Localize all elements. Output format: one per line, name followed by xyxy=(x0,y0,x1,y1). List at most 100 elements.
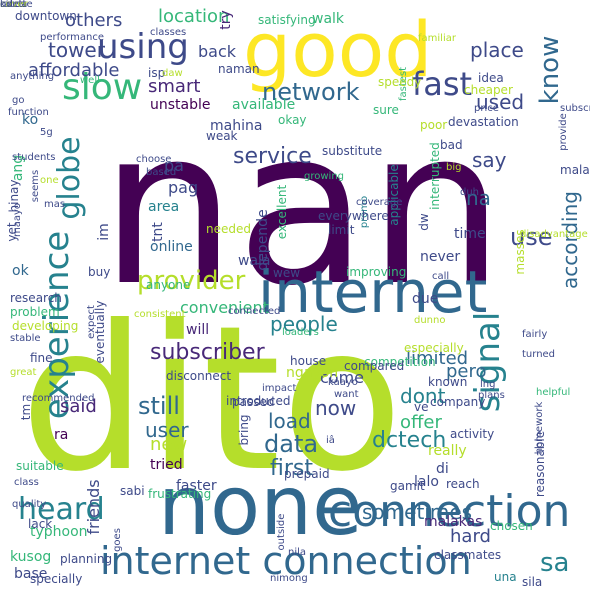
cloud-word: walk xyxy=(312,12,344,26)
cloud-word: sa xyxy=(540,550,569,576)
cloud-word: fine xyxy=(30,352,53,364)
cloud-word: nimong xyxy=(270,574,308,584)
cloud-word: according xyxy=(560,191,580,289)
cloud-word: great xyxy=(10,368,36,378)
cloud-word: tower xyxy=(48,40,105,60)
cloud-word: interrupted xyxy=(429,142,441,210)
cloud-word: new xyxy=(150,436,187,454)
cloud-word: problem xyxy=(10,306,60,318)
cloud-word: growing xyxy=(304,172,344,182)
cloud-word: gamit xyxy=(390,480,425,492)
cloud-word: function xyxy=(8,108,49,118)
cloud-word: daw xyxy=(162,69,183,79)
cloud-word: price xyxy=(474,104,499,114)
cloud-word: limit xyxy=(328,224,354,236)
cloud-word: maayo xyxy=(13,203,23,237)
cloud-word: especially xyxy=(404,342,464,354)
cloud-word: provide xyxy=(559,113,569,151)
cloud-word: dunno xyxy=(414,316,445,326)
cloud-word: will xyxy=(186,323,209,337)
cloud-word: lng xyxy=(480,380,495,390)
cloud-word: know xyxy=(537,36,563,105)
cloud-word: suitable xyxy=(16,460,64,472)
cloud-word: try xyxy=(219,10,233,30)
cloud-word: prepaid xyxy=(284,468,330,480)
cloud-word: offer xyxy=(400,414,442,432)
cloud-word: 5g xyxy=(40,128,53,138)
cloud-word: eventually xyxy=(94,301,106,364)
cloud-word: students xyxy=(12,153,55,163)
cloud-word: due xyxy=(412,292,438,306)
cloud-word: performance xyxy=(40,33,104,43)
cloud-word: bring xyxy=(238,414,250,445)
cloud-word: substitute xyxy=(322,145,382,157)
cloud-word: fairly xyxy=(522,330,547,340)
cloud-word: naman xyxy=(218,63,260,75)
cloud-word: friends xyxy=(86,479,102,534)
cloud-word: wala xyxy=(238,254,271,268)
cloud-word: outside xyxy=(277,514,287,551)
cloud-word: tm xyxy=(20,404,32,420)
cloud-word: poor xyxy=(420,119,447,131)
cloud-word: seems xyxy=(31,170,41,202)
cloud-word: want xyxy=(334,390,359,400)
cloud-word: quality xyxy=(12,500,46,510)
cloud-word: dw xyxy=(418,213,430,230)
cloud-word: well xyxy=(80,76,100,86)
cloud-word: odette xyxy=(0,0,33,10)
cloud-word: passed xyxy=(232,396,274,408)
cloud-word: loaders xyxy=(282,328,319,338)
cloud-word: ra xyxy=(54,428,68,442)
cloud-word: plans xyxy=(478,391,505,401)
cloud-word: kusog xyxy=(10,550,51,564)
cloud-word: okay xyxy=(278,114,307,126)
cloud-word: buy xyxy=(88,266,110,278)
cloud-word: iâ xyxy=(326,436,335,446)
cloud-word: reach xyxy=(446,478,480,490)
cloud-word: helpful xyxy=(536,388,570,398)
cloud-word: sila xyxy=(522,576,542,588)
cloud-word: satisfying xyxy=(258,14,316,26)
cloud-word: still xyxy=(138,394,180,418)
cloud-word: disconnect xyxy=(166,370,231,382)
cloud-word: excellent xyxy=(276,185,288,239)
cloud-word: sure xyxy=(373,104,399,116)
cloud-word: pag xyxy=(168,180,198,196)
cloud-word: frustrating xyxy=(148,488,211,500)
cloud-word: ok xyxy=(12,264,29,278)
cloud-word: sabi xyxy=(120,485,145,497)
cloud-word: coverage xyxy=(356,198,402,208)
cloud-word: tried xyxy=(150,458,183,472)
cloud-word: now xyxy=(315,398,356,418)
cloud-word: speedy xyxy=(378,76,421,88)
cloud-word: im xyxy=(97,223,111,241)
cloud-word: back xyxy=(198,44,236,60)
cloud-word: nila xyxy=(288,548,306,558)
cloud-word: chosen xyxy=(490,520,533,532)
cloud-word: compared xyxy=(344,360,404,372)
cloud-word: malakas xyxy=(424,515,482,529)
cloud-word: needed xyxy=(206,223,251,235)
cloud-word: really xyxy=(428,444,467,458)
cloud-word: disadvantage xyxy=(520,230,588,240)
cloud-word: known xyxy=(428,376,467,388)
cloud-word: improving xyxy=(346,266,406,278)
cloud-word: activity xyxy=(450,428,494,440)
cloud-word: cheaper xyxy=(464,84,513,96)
cloud-word: duh xyxy=(460,188,479,198)
cloud-word: downtown xyxy=(15,10,77,22)
cloud-word: recommended xyxy=(22,394,94,404)
cloud-word: place xyxy=(470,40,524,60)
cloud-word: online xyxy=(150,240,193,254)
cloud-word: applicable xyxy=(388,164,400,226)
cloud-word: everywhere xyxy=(318,210,389,222)
cloud-word: one xyxy=(40,176,59,186)
cloud-word: ve xyxy=(414,401,428,413)
cloud-word: say xyxy=(472,150,507,170)
cloud-word: time xyxy=(454,227,486,241)
cloud-word: available xyxy=(232,98,295,112)
cloud-word: connected xyxy=(228,307,280,317)
cloud-word: reasonable xyxy=(534,431,546,497)
cloud-word: stable xyxy=(10,334,41,344)
cloud-word: unstable xyxy=(150,98,211,112)
